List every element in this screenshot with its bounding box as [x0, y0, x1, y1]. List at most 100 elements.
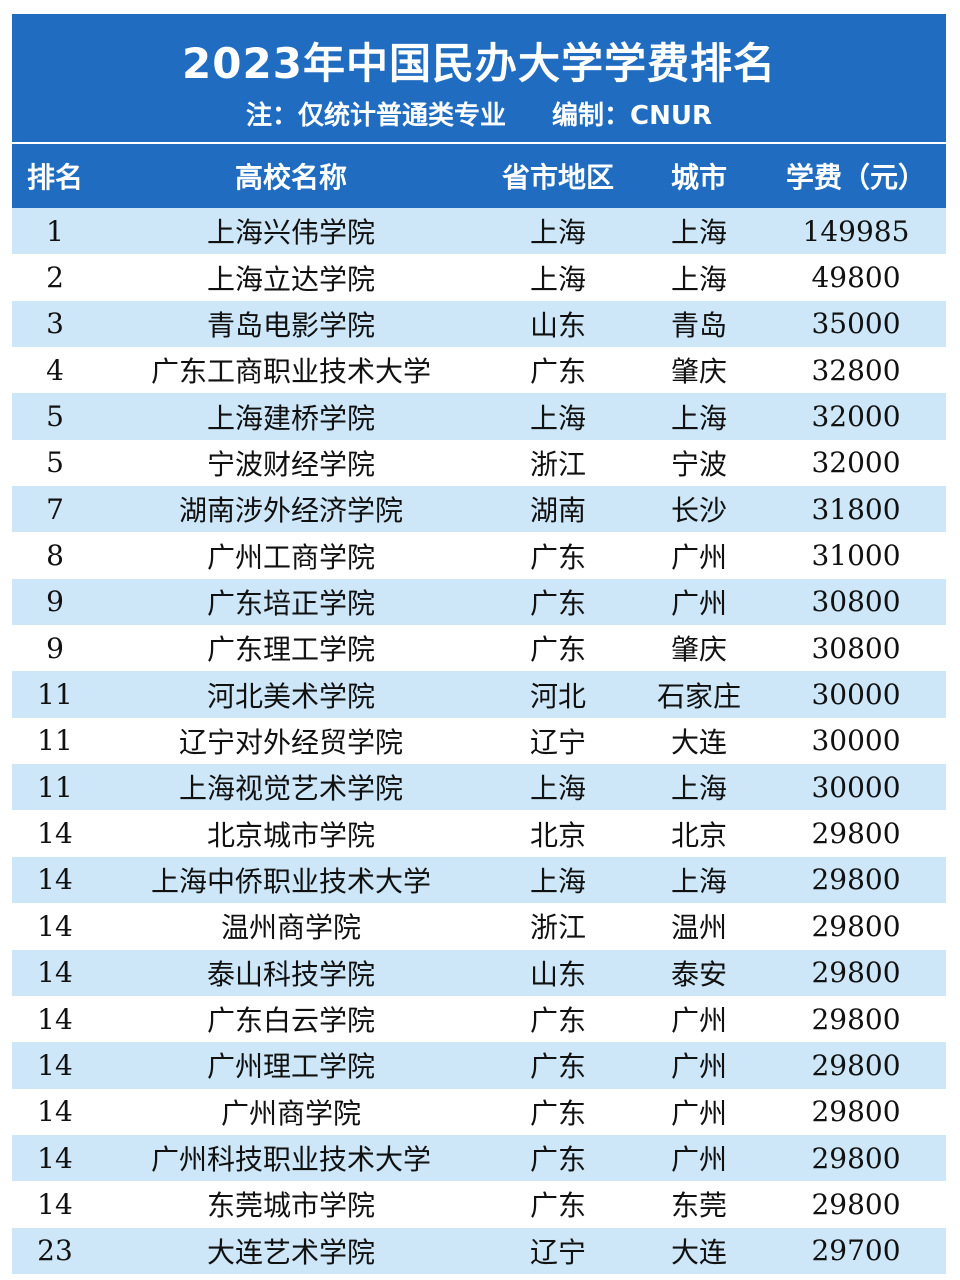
header-province: 省市地区	[501, 161, 614, 194]
page-title: 2023年中国民办大学学费排名	[182, 39, 776, 88]
province-cell: 广东	[529, 1004, 586, 1038]
name-cell: 大连艺术学院	[206, 1235, 375, 1269]
city-cell: 石家庄	[656, 679, 741, 713]
table-row: 14 温州商学院 浙江 温州 29800	[12, 903, 946, 950]
city-cell: 上海	[670, 401, 727, 435]
rank-cell: 1	[46, 214, 64, 248]
name-cell: 温州商学院	[220, 911, 361, 945]
fee-cell: 30000	[811, 724, 901, 758]
city-cell: 广州	[670, 540, 727, 574]
fee-cell: 29800	[811, 817, 901, 851]
province-cell: 上海	[529, 216, 586, 250]
city-cell: 广州	[670, 1096, 727, 1130]
table-row: 1 上海兴伟学院 上海 上海 149985	[12, 208, 946, 255]
table-row: 11 辽宁对外经贸学院 辽宁 大连 30000	[12, 717, 946, 765]
note-text: 注：仅统计普通类专业	[246, 101, 507, 131]
table-row: 7 湖南涉外经济学院 湖南 长沙 31800	[12, 486, 946, 533]
city-cell: 肇庆	[670, 633, 727, 667]
table-row: 4 广东工商职业技术大学 广东 肇庆 32800	[12, 347, 946, 394]
province-cell: 上海	[529, 772, 586, 806]
compiler-text: 编制：CNUR	[552, 101, 712, 131]
fee-cell: 32800	[811, 353, 901, 387]
table-row: 14 上海中侨职业技术大学 上海 上海 29800	[12, 856, 946, 904]
rank-cell: 14	[37, 817, 73, 851]
fee-cell: 149985	[802, 214, 910, 248]
province-cell: 上海	[529, 864, 586, 898]
city-cell: 上海	[670, 216, 727, 250]
city-cell: 北京	[670, 818, 727, 852]
rank-cell: 9	[46, 631, 64, 665]
city-cell: 广州	[670, 1004, 727, 1038]
fee-cell: 29800	[811, 1095, 901, 1129]
rank-cell: 8	[46, 539, 64, 573]
city-cell: 青岛	[670, 308, 727, 342]
name-cell: 广州理工学院	[206, 1050, 375, 1084]
city-cell: 宁波	[670, 447, 727, 481]
rank-cell: 14	[37, 1141, 73, 1175]
name-cell: 宁波财经学院	[206, 447, 375, 481]
city-cell: 广州	[670, 586, 727, 620]
rank-cell: 5	[46, 446, 64, 480]
table-header: 排名 高校名称 省市地区 城市 学费（元）	[12, 144, 946, 208]
province-cell: 广东	[529, 586, 586, 620]
fee-cell: 29800	[811, 1002, 901, 1036]
fee-cell: 30000	[811, 770, 901, 804]
fee-cell: 29800	[811, 863, 901, 897]
city-cell: 上海	[670, 864, 727, 898]
fee-cell: 32000	[811, 400, 901, 434]
province-cell: 广东	[529, 1050, 586, 1084]
table-row: 5 宁波财经学院 浙江 宁波 32000	[12, 439, 946, 487]
rank-cell: 14	[37, 1187, 73, 1221]
rank-cell: 14	[37, 1095, 73, 1129]
province-cell: 广东	[529, 540, 586, 574]
title-banner: 2023年中国民办大学学费排名 注：仅统计普通类专业 编制：CNUR	[12, 14, 946, 144]
province-cell: 上海	[529, 262, 586, 296]
fee-cell: 49800	[811, 261, 901, 295]
name-cell: 广东工商职业技术大学	[150, 355, 431, 389]
rank-cell: 14	[37, 956, 73, 990]
fee-cell: 29800	[811, 909, 901, 943]
fee-cell: 35000	[811, 307, 901, 341]
fee-cell: 30800	[811, 585, 901, 619]
rank-cell: 7	[46, 492, 64, 526]
province-cell: 北京	[529, 818, 586, 852]
table-row: 3 青岛电影学院 山东 青岛 35000	[12, 300, 946, 348]
fee-cell: 30800	[811, 631, 901, 665]
name-cell: 广东理工学院	[206, 633, 375, 667]
table-row: 14 广州科技职业技术大学 广东 广州 29800	[12, 1134, 946, 1182]
province-cell: 辽宁	[529, 725, 586, 759]
name-cell: 河北美术学院	[206, 679, 375, 713]
name-cell: 广州科技职业技术大学	[150, 1143, 431, 1177]
table-row: 23 大连艺术学院 辽宁 大连 29700	[12, 1227, 946, 1274]
province-cell: 河北	[529, 679, 586, 713]
name-cell: 泰山科技学院	[206, 957, 375, 991]
rank-cell: 14	[37, 1002, 73, 1036]
rank-cell: 3	[46, 307, 64, 341]
table-body: 1 上海兴伟学院 上海 上海 149985 2 上海立达学院 上海 上海 49800 3 青岛电影学院…	[12, 208, 946, 1274]
city-cell: 大连	[670, 1235, 727, 1269]
table-row: 11 上海视觉艺术学院 上海 上海 30000	[12, 764, 946, 811]
fee-cell: 29800	[811, 1141, 901, 1175]
province-cell: 山东	[529, 308, 586, 342]
city-cell: 温州	[670, 911, 727, 945]
fee-cell: 32000	[811, 446, 901, 480]
table-row: 2 上海立达学院 上海 上海 49800	[12, 254, 946, 301]
city-cell: 广州	[670, 1050, 727, 1084]
province-cell: 广东	[529, 1143, 586, 1177]
table-row: 14 泰山科技学院 山东 泰安 29800	[12, 949, 946, 996]
city-cell: 肇庆	[670, 355, 727, 389]
province-cell: 浙江	[529, 911, 586, 945]
name-cell: 广州工商学院	[206, 540, 375, 574]
header-fee: 学费（元）	[785, 161, 926, 194]
name-cell: 上海中侨职业技术大学	[150, 864, 431, 898]
rank-cell: 11	[37, 770, 73, 804]
name-cell: 辽宁对外经贸学院	[178, 725, 403, 759]
table-row: 14 广州理工学院 广东 广州 29800	[12, 1042, 946, 1089]
rank-cell: 11	[37, 678, 73, 712]
rank-cell: 5	[46, 400, 64, 434]
fee-cell: 29800	[811, 956, 901, 990]
name-cell: 广州商学院	[220, 1096, 361, 1130]
name-cell: 上海立达学院	[206, 262, 375, 296]
rank-cell: 14	[37, 909, 73, 943]
province-cell: 湖南	[529, 494, 586, 528]
